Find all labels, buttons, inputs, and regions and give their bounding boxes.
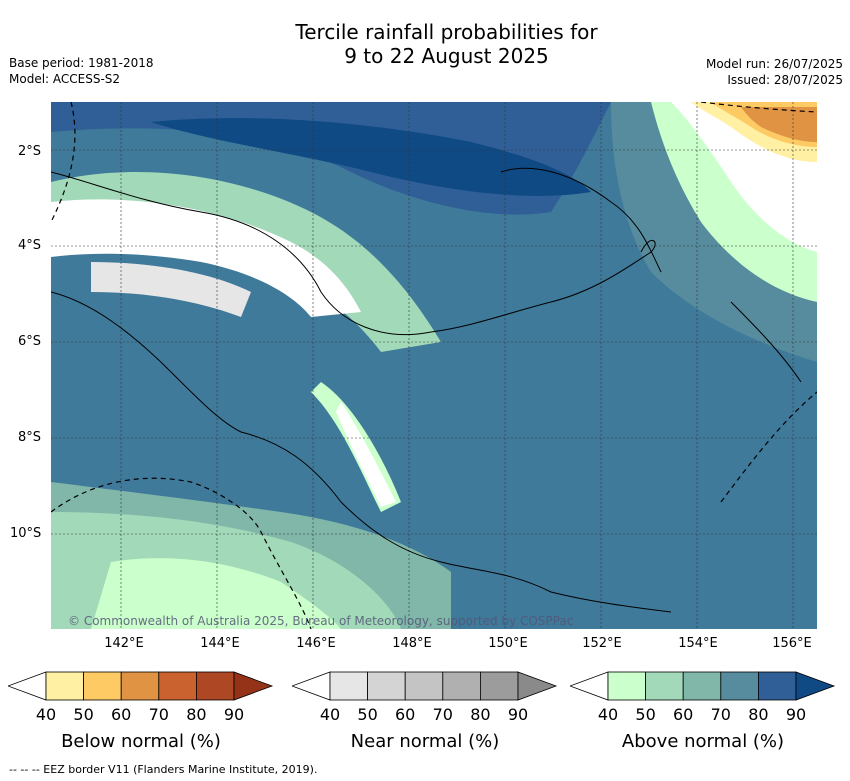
map-title: Tercile rainfall probabilities for 9 to … xyxy=(0,20,850,68)
colorbar-near-tick-40: 40 xyxy=(319,705,341,724)
issued-label: Issued: 28/07/2025 xyxy=(727,73,843,87)
colorbar-above-tick-40: 40 xyxy=(597,705,619,724)
colorbar-below xyxy=(8,671,274,701)
colorbar-below-tick-70: 70 xyxy=(148,705,169,724)
colorbar-above-under-triangle xyxy=(570,671,609,701)
colorbar-above-title: Above normal (%) xyxy=(621,731,785,752)
eez-footer-note: -- -- -- EEZ border V11 (Flanders Marine… xyxy=(9,763,318,776)
meta-left: Base period: 1981-2018 Model: ACCESS-S2 xyxy=(9,55,154,87)
colorbar-below-under-triangle xyxy=(8,671,47,701)
lon-label-154e: 154°E xyxy=(678,636,718,651)
colorbar-below-title: Below normal (%) xyxy=(61,731,221,752)
probability-map xyxy=(51,102,817,629)
lon-label-144e: 144°E xyxy=(200,636,240,651)
colorbar-below-tick-90: 90 xyxy=(223,705,245,724)
colorbar-near-swatch-2 xyxy=(404,671,444,701)
northeast-orange xyxy=(741,107,817,142)
colorbar-above-tick-70: 70 xyxy=(710,705,731,724)
colorbar-below-tick-50: 50 xyxy=(73,705,94,724)
colorbar-below-swatches xyxy=(8,671,274,701)
colorbar-near-swatches xyxy=(292,671,558,701)
north-darkest xyxy=(151,118,591,196)
colorbar-above-swatch-2 xyxy=(682,671,722,701)
model-run-label: Model run: 26/07/2025 xyxy=(705,57,843,71)
colorbar-below-swatch-3 xyxy=(158,671,197,701)
colorbar-near-under-triangle xyxy=(292,671,331,701)
title-line-1: Tercile rainfall probabilities for xyxy=(295,20,598,44)
central-white xyxy=(51,199,361,317)
southwest-light xyxy=(91,558,341,629)
colorbar-above-tick-80: 80 xyxy=(748,705,769,724)
colorbar-above-swatch-3 xyxy=(720,671,759,701)
copyright-credit: © Commonwealth of Australia 2025, Bureau… xyxy=(68,614,574,628)
model-label: Model: ACCESS-S2 xyxy=(9,72,121,86)
lon-label-148e: 148°E xyxy=(392,636,432,651)
lon-label-156e: 156°E xyxy=(772,636,812,651)
colorbar-below-tick-40: 40 xyxy=(35,705,57,724)
colorbar-near-tick-70: 70 xyxy=(432,705,453,724)
colorbar-near-tick-50: 50 xyxy=(357,705,378,724)
base-period-label: Base period: 1981-2018 xyxy=(9,56,154,70)
colorbar-below-tick-80: 80 xyxy=(186,705,207,724)
lat-label-4s: 4°S xyxy=(18,238,42,253)
colorbar-above-swatches xyxy=(570,671,836,701)
colorbar-near-tick-90: 90 xyxy=(507,705,529,724)
colorbar-below-swatch-0 xyxy=(45,671,84,701)
eez-border xyxy=(51,102,817,629)
colorbar-near-tick-80: 80 xyxy=(470,705,491,724)
colorbar-above-swatch-4 xyxy=(757,671,797,701)
colorbar-near-over-triangle xyxy=(517,671,558,701)
colorbar-below-tick-60: 60 xyxy=(111,705,132,724)
colorbar-above-tick-90: 90 xyxy=(785,705,807,724)
colorbar-near-swatch-0 xyxy=(329,671,368,701)
colorbar-above-tick-60: 60 xyxy=(673,705,694,724)
lat-label-6s: 6°S xyxy=(18,334,42,349)
title-line-2: 9 to 22 August 2025 xyxy=(344,44,549,68)
colorbar-below-swatch-2 xyxy=(120,671,160,701)
central-south-white xyxy=(336,402,396,507)
map-canvas xyxy=(51,102,817,629)
colorbar-above-swatch-0 xyxy=(607,671,646,701)
lon-label-152e: 152°E xyxy=(582,636,622,651)
colorbar-near-swatch-4 xyxy=(479,671,519,701)
lon-label-150e: 150°E xyxy=(488,636,528,651)
lat-label-8s: 8°S xyxy=(18,430,42,445)
colorbar-below-swatch-1 xyxy=(83,671,122,701)
colorbar-near-tick-60: 60 xyxy=(395,705,416,724)
meta-right: Model run: 26/07/2025 Issued: 28/07/2025 xyxy=(706,56,843,88)
lon-label-142e: 142°E xyxy=(104,636,144,651)
colorbar-near-swatch-3 xyxy=(442,671,481,701)
colorbar-above-tick-50: 50 xyxy=(635,705,656,724)
colorbar-above xyxy=(570,671,836,701)
lon-label-146e: 146°E xyxy=(296,636,336,651)
central-grey xyxy=(91,262,251,317)
coastline xyxy=(51,167,802,613)
colorbar-below-over-triangle xyxy=(233,671,274,701)
colorbar-above-over-triangle xyxy=(795,671,836,701)
colorbar-near xyxy=(292,671,558,701)
colorbar-near-title: Near normal (%) xyxy=(350,731,500,752)
lat-label-2s: 2°S xyxy=(18,144,42,159)
colorbar-above-swatch-1 xyxy=(645,671,684,701)
lat-label-10s: 10°S xyxy=(10,526,42,541)
colorbar-near-swatch-1 xyxy=(367,671,406,701)
colorbar-below-swatch-4 xyxy=(195,671,235,701)
